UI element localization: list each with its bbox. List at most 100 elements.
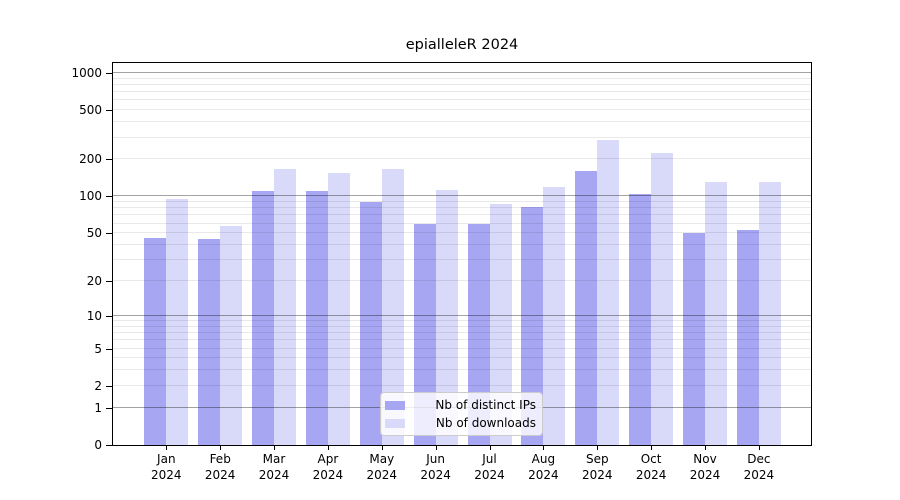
bar-downloads: [274, 168, 297, 445]
x-tick-year: 2024: [366, 468, 398, 482]
bar-downloads: [435, 189, 458, 445]
gridline-minor: [113, 121, 811, 123]
bar-distinct-ips: [305, 191, 328, 445]
x-tick-year: 2024: [743, 468, 775, 482]
x-tick-label: Aug 2024: [511, 451, 575, 483]
x-tick-year: 2024: [151, 468, 182, 482]
x-tick-label: May 2024: [350, 451, 414, 483]
x-tick-month: Nov: [693, 452, 717, 466]
gridline-minor: [113, 259, 811, 260]
x-tick-mark: [651, 445, 653, 450]
x-tick-mark: [381, 445, 383, 450]
x-tick-label: Jun 2024: [404, 451, 468, 483]
legend-label: Nb of downloads: [435, 416, 536, 430]
gridline-minor: [113, 222, 811, 224]
gridline-minor: [113, 232, 811, 234]
gridline-minor: [113, 207, 811, 209]
gridline-minor: [113, 332, 811, 333]
gridline-minor: [113, 384, 811, 386]
y-tick-mark: [106, 445, 113, 446]
gridline-minor: [113, 83, 811, 85]
bar-distinct-ips: [683, 233, 705, 445]
x-tick-mark: [220, 445, 222, 450]
bar-distinct-ips: [629, 193, 652, 445]
gridline-minor: [113, 357, 811, 359]
x-tick-label: Apr 2024: [296, 451, 360, 483]
legend-swatch: [385, 418, 405, 428]
gridline-minor: [113, 280, 811, 281]
gridline-minor: [113, 243, 811, 245]
gridline-minor: [113, 320, 811, 321]
x-tick-year: 2024: [474, 468, 505, 482]
x-tick-label: Oct 2024: [619, 451, 683, 483]
x-tick-mark: [758, 445, 760, 450]
legend-row: Nb of downloads: [385, 415, 536, 431]
bar-downloads: [597, 140, 620, 445]
bar-distinct-ips: [521, 206, 544, 445]
x-tick-label: Feb 2024: [188, 451, 252, 483]
bar-downloads: [381, 168, 404, 445]
y-tick-mark: [106, 233, 113, 235]
x-tick-label: Nov 2024: [673, 451, 737, 483]
bar-distinct-ips: [359, 202, 382, 445]
y-tick-label: 5: [94, 341, 102, 356]
legend: Nb of distinct IPs Nb of downloads: [380, 392, 543, 436]
x-tick-mark: [166, 445, 168, 450]
gridline-minor: [113, 91, 811, 92]
x-tick-month: Mar: [262, 452, 286, 466]
x-tick-month: Jan: [157, 452, 176, 466]
x-tick-year: 2024: [312, 468, 344, 482]
gridline-major: [113, 314, 811, 316]
gridline-major: [113, 195, 811, 197]
bar-distinct-ips: [413, 223, 436, 445]
y-tick-mark: [106, 159, 113, 161]
bar-distinct-ips: [252, 191, 275, 445]
y-tick-label: 10: [86, 308, 102, 323]
y-tick-mark: [106, 281, 113, 282]
x-tick-year: 2024: [204, 468, 236, 482]
gridline-major: [113, 71, 811, 73]
x-tick-month: Sep: [585, 452, 609, 466]
y-tick-mark: [106, 407, 113, 409]
x-tick-year: 2024: [258, 468, 290, 482]
x-tick-month: May: [369, 452, 395, 466]
gridline-minor: [113, 77, 811, 79]
bar-downloads: [489, 204, 512, 445]
gridline-minor: [113, 109, 811, 111]
bar-distinct-ips: [144, 237, 167, 445]
x-tick-label: Sep 2024: [565, 451, 629, 483]
x-tick-year: 2024: [420, 468, 451, 482]
y-tick-label: 500: [79, 103, 102, 118]
y-tick-mark: [106, 315, 113, 317]
gridline-minor: [113, 347, 811, 349]
chart-title: epialleleR 2024: [405, 37, 519, 53]
gridline-minor: [113, 214, 811, 216]
gridline-minor: [113, 158, 811, 160]
x-tick-year: 2024: [582, 468, 613, 482]
bar-distinct-ips: [575, 171, 598, 445]
x-tick-mark: [327, 445, 329, 450]
legend-swatch: [385, 400, 405, 410]
x-tick-month: Jun: [426, 452, 445, 466]
gridline-minor: [113, 369, 811, 371]
bar-distinct-ips: [467, 223, 490, 445]
x-tick-year: 2024: [528, 468, 559, 482]
bar-downloads: [758, 182, 781, 445]
x-tick-mark: [705, 445, 706, 450]
gridline-minor: [113, 325, 811, 327]
x-tick-label: Jan 2024: [134, 451, 198, 483]
y-tick-mark: [106, 110, 113, 112]
x-tick-month: Feb: [209, 452, 231, 466]
x-tick-label: Jul 2024: [458, 451, 522, 483]
x-tick-month: Dec: [747, 452, 771, 466]
x-tick-label: Mar 2024: [242, 451, 306, 483]
y-tick-label: 100: [79, 189, 102, 204]
gridline-minor: [113, 201, 811, 202]
bar-downloads: [166, 198, 189, 445]
y-tick-mark: [106, 348, 113, 350]
x-tick-mark: [274, 445, 275, 450]
bar-downloads: [543, 186, 566, 445]
y-tick-mark: [106, 196, 113, 198]
x-tick-mark: [489, 445, 491, 450]
y-tick-mark: [106, 385, 113, 387]
